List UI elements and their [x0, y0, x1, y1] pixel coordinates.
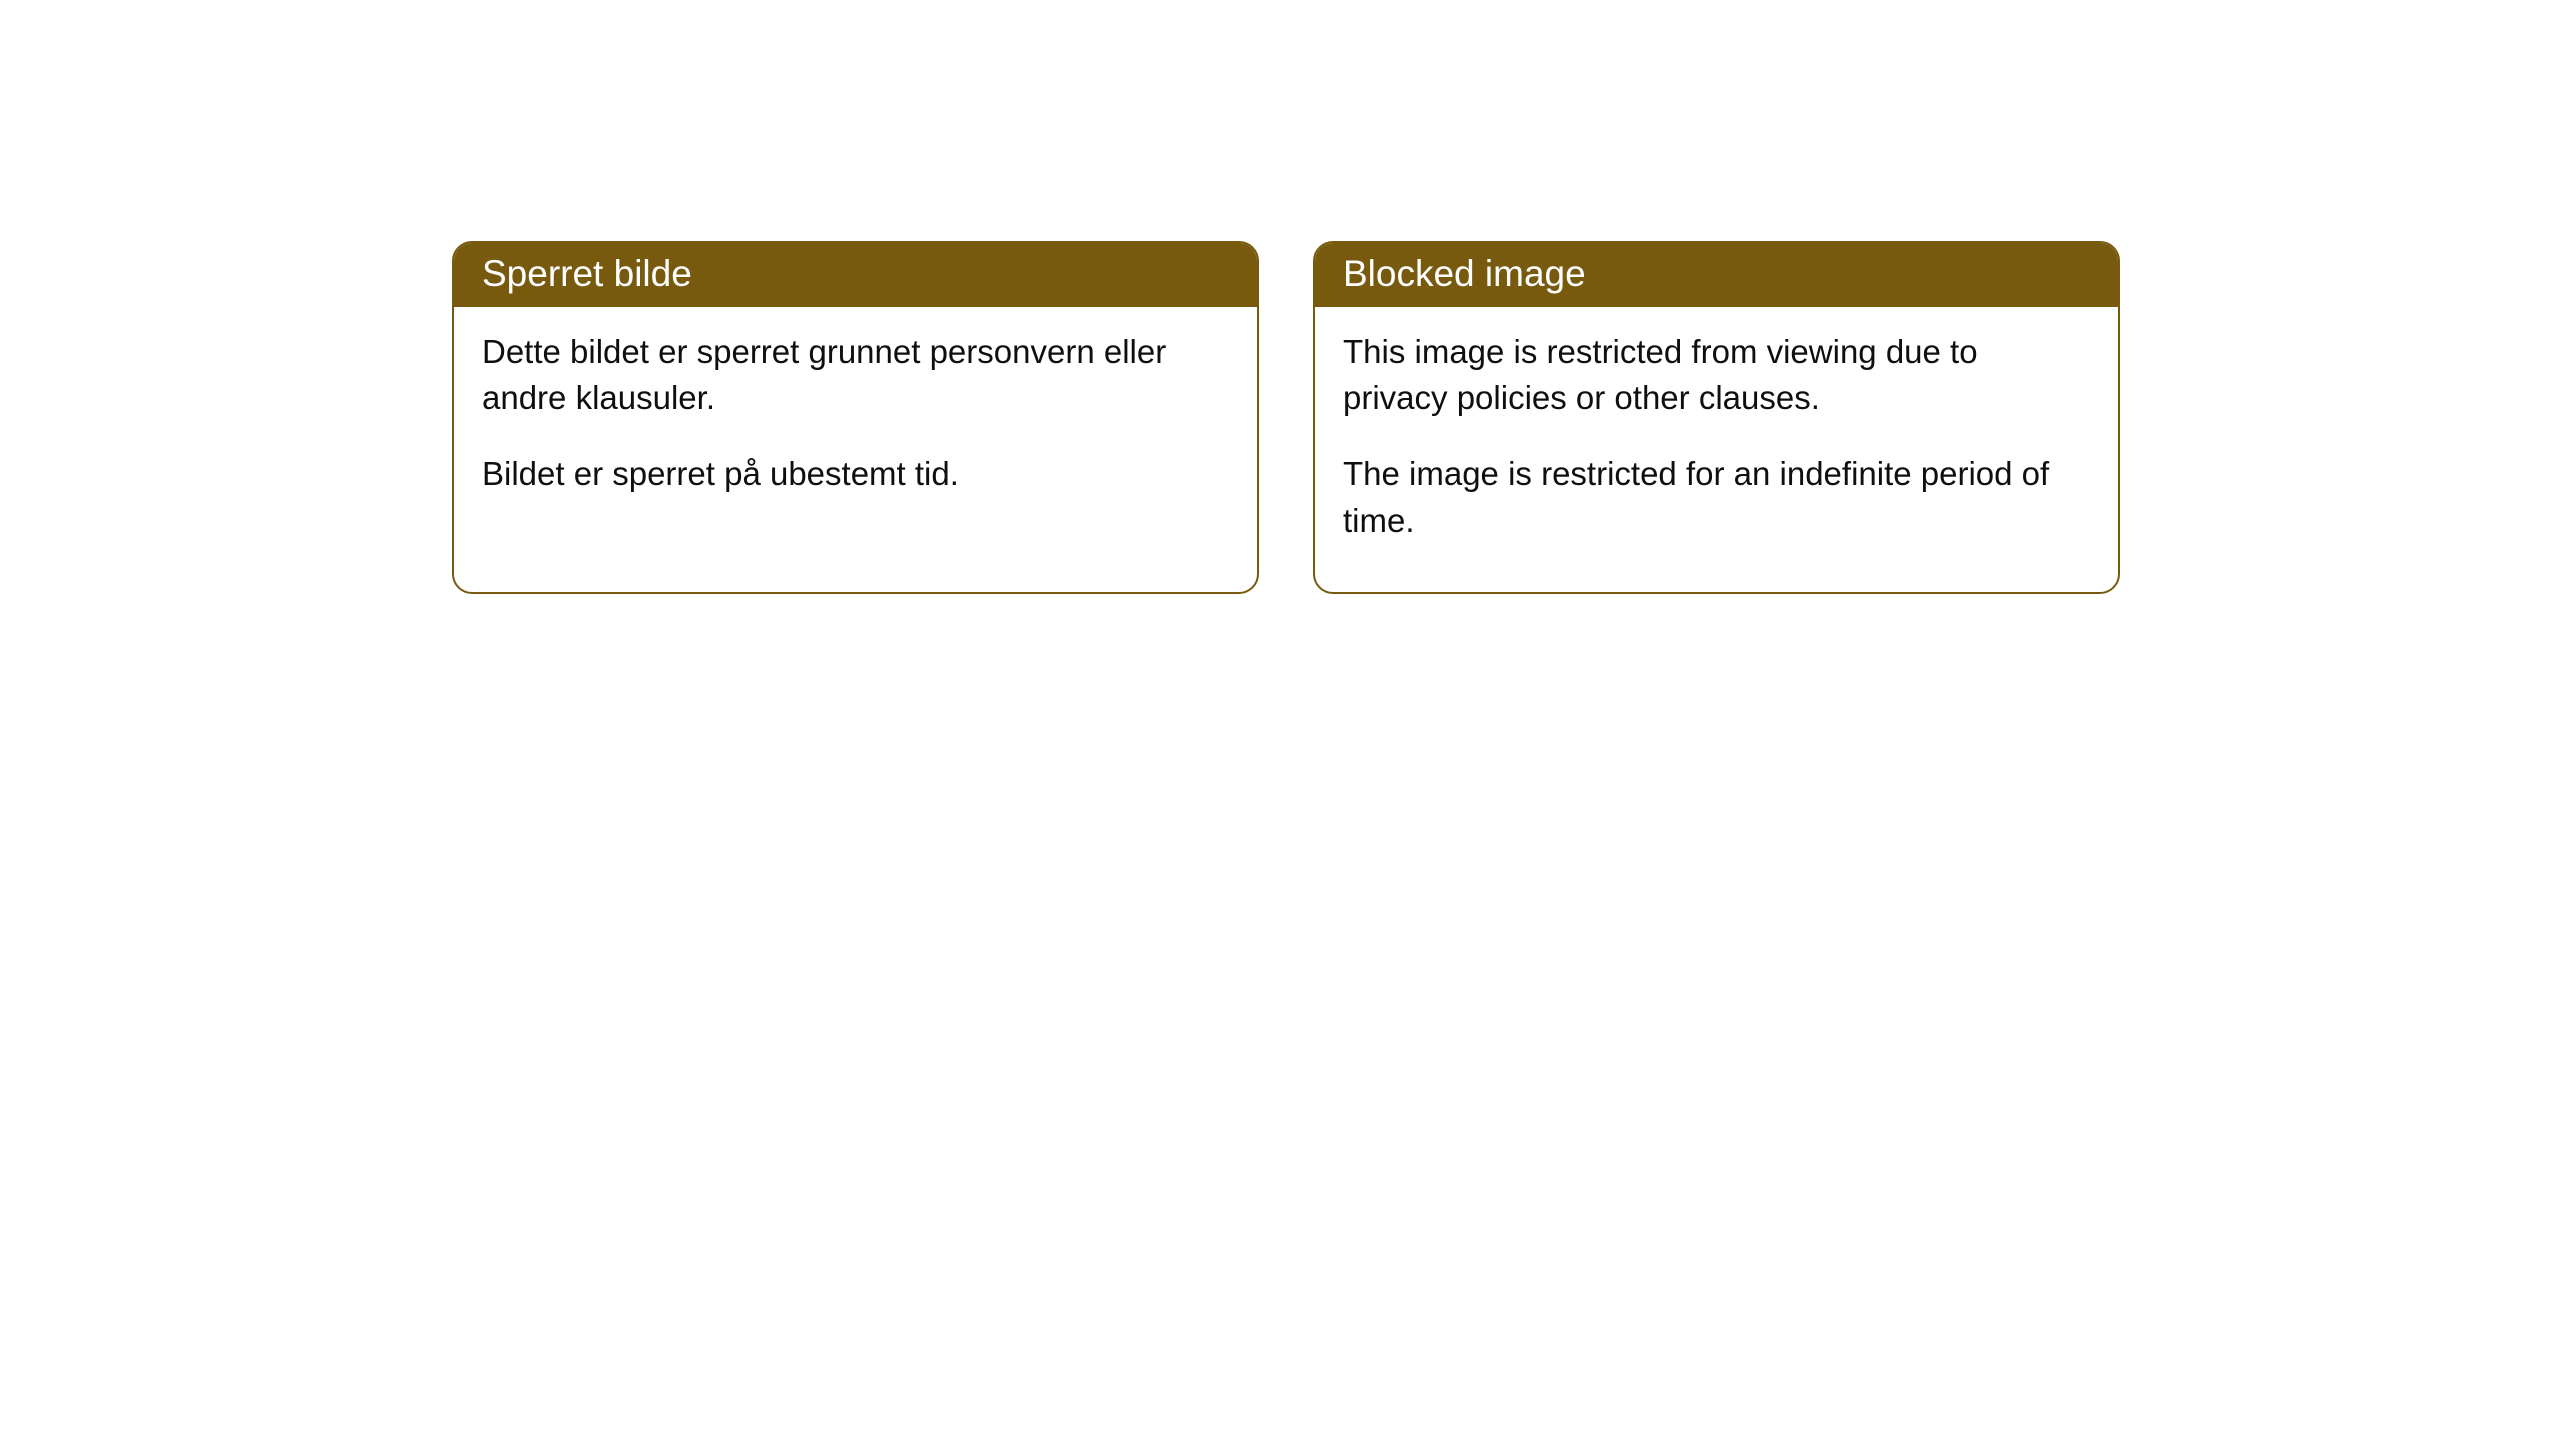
card-header: Sperret bilde	[454, 243, 1257, 307]
notice-card-norwegian: Sperret bilde Dette bildet er sperret gr…	[452, 241, 1259, 594]
notice-card-english: Blocked image This image is restricted f…	[1313, 241, 2120, 594]
card-title: Blocked image	[1343, 253, 1586, 294]
card-paragraph: The image is restricted for an indefinit…	[1343, 451, 2090, 543]
card-paragraph: This image is restricted from viewing du…	[1343, 329, 2090, 421]
card-title: Sperret bilde	[482, 253, 692, 294]
card-paragraph: Dette bildet er sperret grunnet personve…	[482, 329, 1229, 421]
card-header: Blocked image	[1315, 243, 2118, 307]
card-body: Dette bildet er sperret grunnet personve…	[454, 307, 1257, 546]
notice-cards-container: Sperret bilde Dette bildet er sperret gr…	[452, 241, 2120, 594]
card-body: This image is restricted from viewing du…	[1315, 307, 2118, 592]
card-paragraph: Bildet er sperret på ubestemt tid.	[482, 451, 1229, 497]
